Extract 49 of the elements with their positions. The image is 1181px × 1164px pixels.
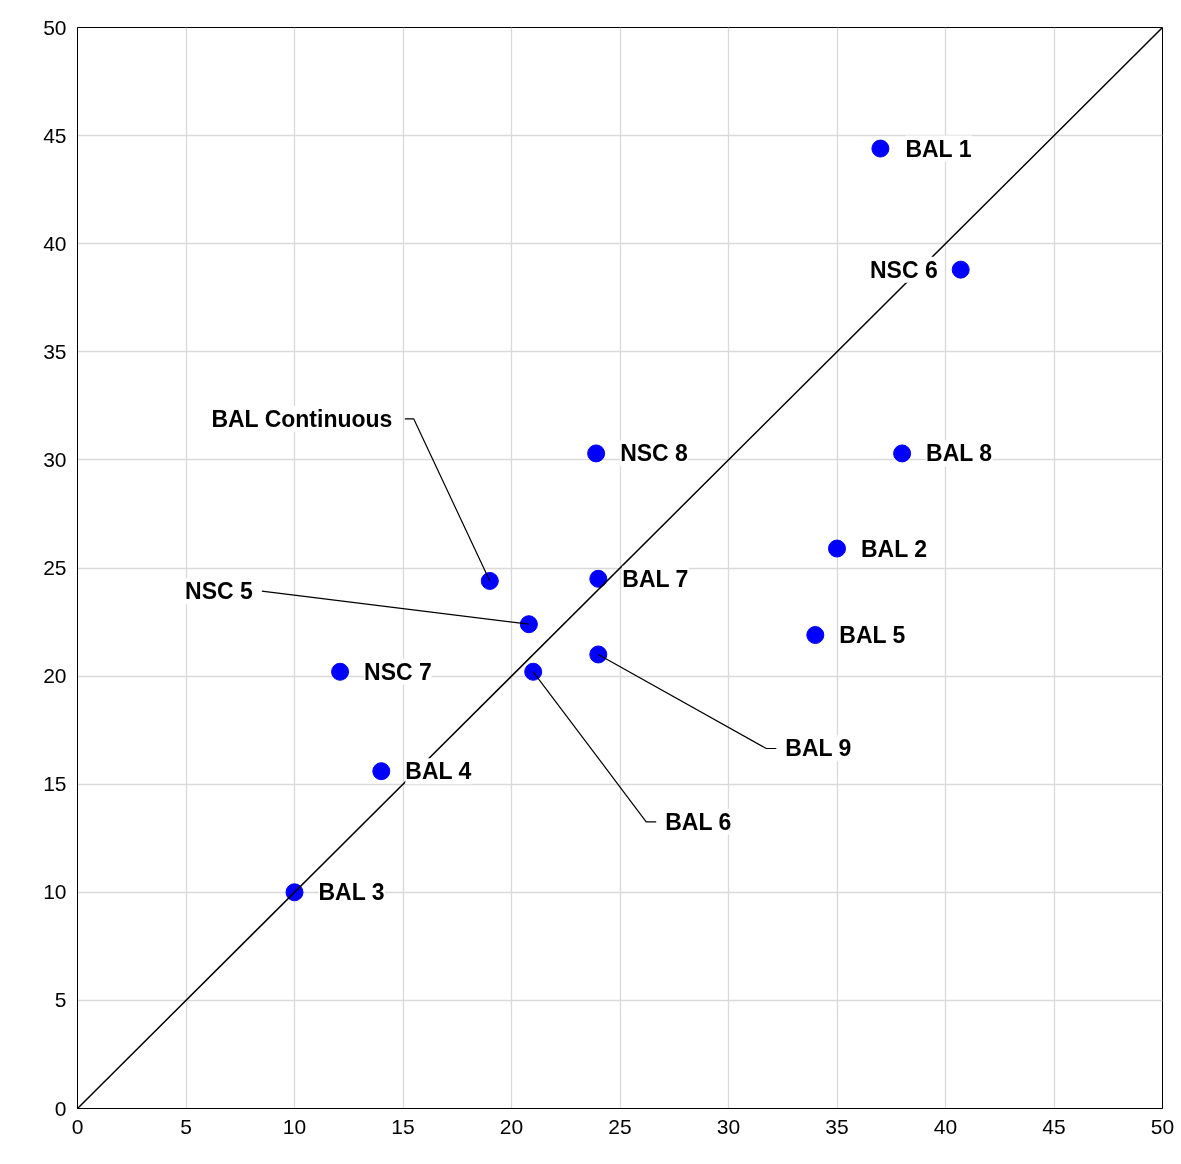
annotation: BAL 7 xyxy=(622,565,689,592)
x-tick-label: 5 xyxy=(180,1114,192,1138)
y-tick-label: 15 xyxy=(43,772,67,796)
annotation: BAL 9 xyxy=(785,735,852,762)
y-tick-label: 5 xyxy=(54,988,67,1012)
annotation: NSC 8 xyxy=(620,440,689,467)
point xyxy=(589,569,608,588)
point xyxy=(331,662,350,681)
point xyxy=(589,645,608,664)
point xyxy=(519,615,538,634)
y-tick-label: 35 xyxy=(43,339,67,363)
x-tick-label: 15 xyxy=(391,1114,415,1138)
point xyxy=(951,260,970,279)
point xyxy=(524,662,543,681)
x-tick-label: 30 xyxy=(716,1114,741,1138)
annotation: NSC 7 xyxy=(364,658,432,685)
point xyxy=(372,762,391,781)
y-tick-label: 40 xyxy=(43,231,67,255)
annotation: NSC 5 xyxy=(185,578,254,605)
point xyxy=(587,444,606,463)
y-tick-label: 10 xyxy=(43,880,67,904)
y-tick-label: 50 xyxy=(43,15,67,39)
annotation: BAL 1 xyxy=(905,135,972,162)
y-tick-label: 45 xyxy=(43,123,67,147)
x-tick-label: 35 xyxy=(825,1114,849,1138)
annotation: BAL 5 xyxy=(839,622,906,649)
y-tick-label: 0 xyxy=(54,1096,67,1120)
point xyxy=(893,444,912,463)
x-tick-label: 25 xyxy=(608,1114,632,1138)
annotation: BAL 6 xyxy=(665,808,732,835)
annotation: BAL 2 xyxy=(861,535,928,562)
x-tick-label: 10 xyxy=(282,1114,307,1138)
x-tick-label: 0 xyxy=(71,1114,84,1138)
point xyxy=(806,626,825,645)
point xyxy=(828,539,846,558)
annotation: BAL 8 xyxy=(926,440,993,467)
point xyxy=(480,571,499,590)
y-tick-label: 25 xyxy=(43,556,67,579)
point xyxy=(871,139,890,158)
x-tick-label: 45 xyxy=(1042,1114,1066,1138)
y-tick-label: 20 xyxy=(43,664,67,688)
y-tick-label: 30 xyxy=(43,447,67,471)
annotation: BAL 4 xyxy=(405,758,472,785)
x-tick-label: 20 xyxy=(499,1114,524,1138)
x-tick-label: 50 xyxy=(1150,1114,1175,1138)
annotation: NSC 6 xyxy=(869,256,938,283)
annotation: BAL 3 xyxy=(318,879,385,906)
annotation: BAL Continuous xyxy=(211,405,393,432)
x-tick-label: 40 xyxy=(933,1114,958,1138)
